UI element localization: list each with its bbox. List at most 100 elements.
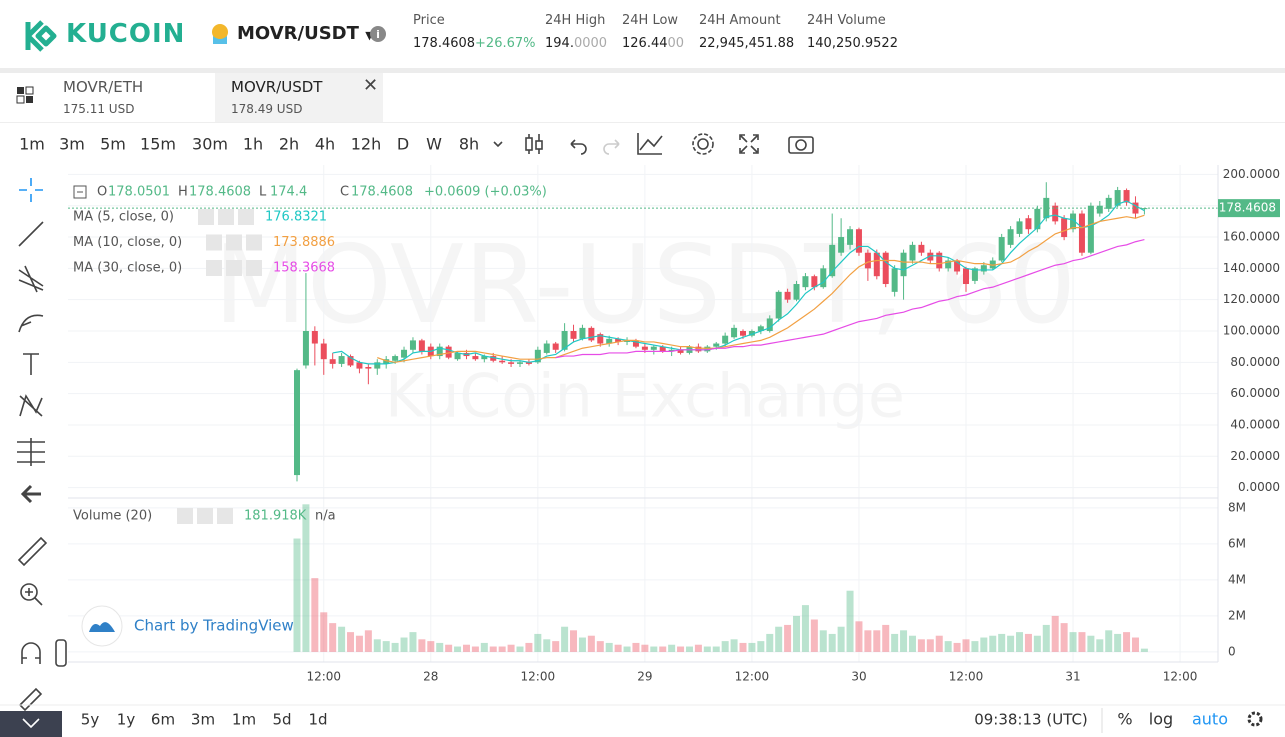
screenshot[interactable] (788, 136, 814, 154)
candle-body (543, 343, 550, 353)
crosshair-tool[interactable] (19, 178, 43, 202)
ohlc-value: 178.4608 (351, 185, 413, 200)
legend-icon[interactable] (217, 508, 233, 524)
range[interactable]: 5y (81, 711, 100, 729)
interval[interactable]: 30m (192, 135, 228, 154)
magnet-tool[interactable] (21, 642, 41, 664)
fib-tool[interactable] (18, 265, 44, 293)
stat-value: 126.4400 (622, 36, 684, 51)
legend-icon[interactable] (177, 508, 193, 524)
pair-selector[interactable]: MOVR/USDT ▼ (237, 23, 374, 44)
price-change: +26.67% (475, 36, 536, 51)
volume-bar (445, 644, 453, 652)
tab[interactable]: MOVR/ETH 175.11 USD (47, 73, 215, 122)
scale-option[interactable]: log (1149, 710, 1173, 729)
settings[interactable] (697, 138, 709, 150)
line-tool[interactable] (18, 221, 44, 247)
legend-icon[interactable] (238, 209, 254, 225)
chevron (22, 718, 40, 729)
x-tick-label: 31 (1065, 670, 1080, 684)
legend-icon[interactable] (197, 508, 213, 524)
prediction-tool[interactable] (17, 438, 45, 466)
interval[interactable]: 2h (279, 135, 299, 154)
tab-close[interactable]: ✕ (363, 75, 379, 96)
y-tick-label: 40.0000 (1230, 417, 1280, 431)
candle-body (320, 343, 327, 360)
range[interactable]: 1m (232, 711, 256, 729)
candle-body (713, 343, 720, 347)
ruler-tool[interactable] (17, 536, 48, 567)
volume-bar (748, 642, 756, 652)
volume-bar (623, 646, 631, 652)
indicators[interactable] (637, 133, 663, 155)
scale-option[interactable]: auto (1192, 710, 1228, 729)
legend-icon[interactable] (198, 209, 214, 225)
back-tool[interactable] (20, 484, 41, 504)
collapse-handle[interactable] (55, 639, 67, 667)
volume-bar (650, 646, 658, 652)
interval[interactable]: D (397, 135, 409, 154)
range[interactable]: 1d (308, 711, 327, 729)
candle-body (490, 356, 497, 361)
legend-icon[interactable] (218, 209, 234, 225)
undo[interactable] (570, 139, 587, 155)
redo[interactable] (603, 139, 620, 155)
zoom-tool[interactable] (20, 583, 38, 601)
interval[interactable]: 5m (100, 135, 126, 154)
legend-icon[interactable] (226, 234, 242, 251)
legend-icon[interactable] (206, 260, 222, 276)
volume-bar (1042, 624, 1050, 652)
candle-body (989, 260, 996, 269)
candle-body (365, 367, 372, 369)
volume-bar (900, 630, 908, 652)
fullscreen[interactable] (739, 134, 759, 154)
pattern-tool[interactable] (19, 394, 43, 417)
legend-icon[interactable] (206, 234, 222, 251)
brush-tool[interactable] (18, 314, 44, 333)
ma-line (332, 200, 1145, 365)
legend-icon[interactable] (246, 234, 262, 251)
candle-body (445, 346, 452, 358)
volume-value: 181.918K (244, 509, 307, 524)
interval[interactable]: 12h (351, 135, 382, 154)
scale-option[interactable]: % (1117, 710, 1132, 729)
candle-body (499, 360, 506, 363)
legend-icon[interactable] (246, 260, 262, 276)
volume-bar (347, 632, 355, 652)
interval[interactable]: 3m (59, 135, 85, 154)
tab-pair[interactable]: MOVR/USDT (231, 78, 323, 96)
info-icon[interactable]: i (369, 25, 387, 43)
interval[interactable]: 8h (459, 135, 479, 154)
stat-label: 24H Low (622, 13, 679, 28)
tab[interactable]: MOVR/USDT 178.49 USD ✕ (215, 73, 383, 122)
x-tick-label: 30 (851, 670, 866, 684)
tab-price: 175.11 USD (63, 102, 135, 116)
text-tool[interactable] (23, 353, 39, 375)
interval[interactable]: 4h (315, 135, 335, 154)
range[interactable]: 1y (117, 711, 136, 729)
range[interactable]: 3m (191, 711, 215, 729)
brand[interactable]: KUCOIN (66, 19, 186, 49)
more-intervals[interactable] (493, 141, 503, 148)
footer-settings[interactable] (1247, 711, 1263, 727)
lock-tool[interactable] (18, 687, 43, 712)
legend-icon[interactable] (226, 260, 242, 276)
tradingview-badge[interactable]: Chart by TradingView (81, 605, 294, 647)
interval[interactable]: 15m (140, 135, 176, 154)
branding[interactable]: Chart by TradingView (134, 617, 294, 635)
layout-icon[interactable] (16, 86, 34, 104)
range[interactable]: 5d (272, 711, 291, 729)
candle-body (855, 229, 862, 253)
pair[interactable]: MOVR/USDT (237, 23, 359, 44)
interval[interactable]: 1m (19, 135, 45, 154)
tab-pair[interactable]: MOVR/ETH (63, 78, 144, 96)
candle-body (409, 340, 416, 350)
stat-label: Price (413, 13, 445, 28)
range[interactable]: 6m (151, 711, 175, 729)
sidebar-toggle[interactable] (0, 711, 62, 737)
interval[interactable]: 1h (243, 135, 263, 154)
interval[interactable]: W (426, 135, 442, 154)
clock: 09:38:13 (UTC) (974, 711, 1088, 729)
volume-bar (293, 538, 301, 652)
